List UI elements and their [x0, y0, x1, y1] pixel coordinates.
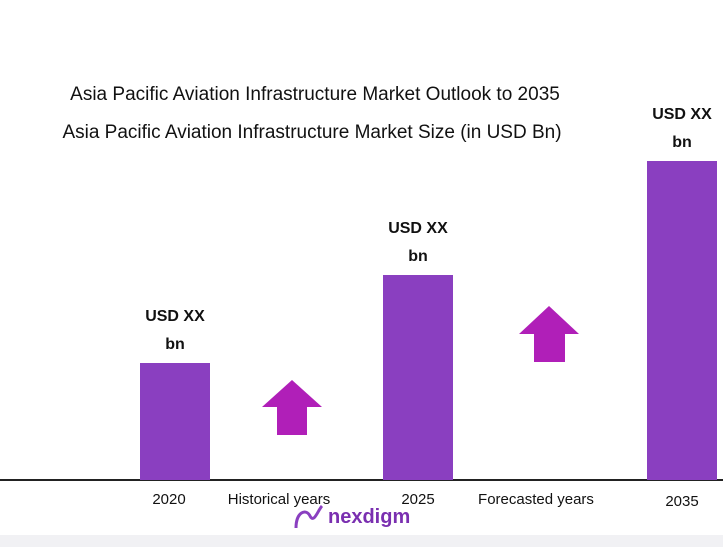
data-label: USD XX bn [388, 220, 448, 265]
growth-arrow [519, 306, 579, 362]
x-tick-label: 2025 [401, 491, 435, 508]
chart-subtitle: Asia Pacific Aviation Infrastructure Mar… [62, 122, 562, 143]
logo-icon [294, 504, 324, 529]
bar [647, 161, 717, 480]
x-tick-label: 2020 [152, 491, 186, 508]
footer-strip [0, 535, 723, 547]
data-label: USD XX bn [145, 308, 205, 353]
annotation: Forecasted years [478, 491, 594, 508]
bar [383, 275, 453, 480]
x-tick-label: 2035 [665, 493, 699, 510]
logo: nexdigm [328, 506, 411, 528]
data-label: USD XX bn [652, 106, 712, 151]
chart-title: Asia Pacific Aviation Infrastructure Mar… [70, 84, 560, 105]
bar [140, 363, 210, 480]
annotation: Historical years [227, 491, 331, 508]
growth-arrow [262, 380, 322, 435]
